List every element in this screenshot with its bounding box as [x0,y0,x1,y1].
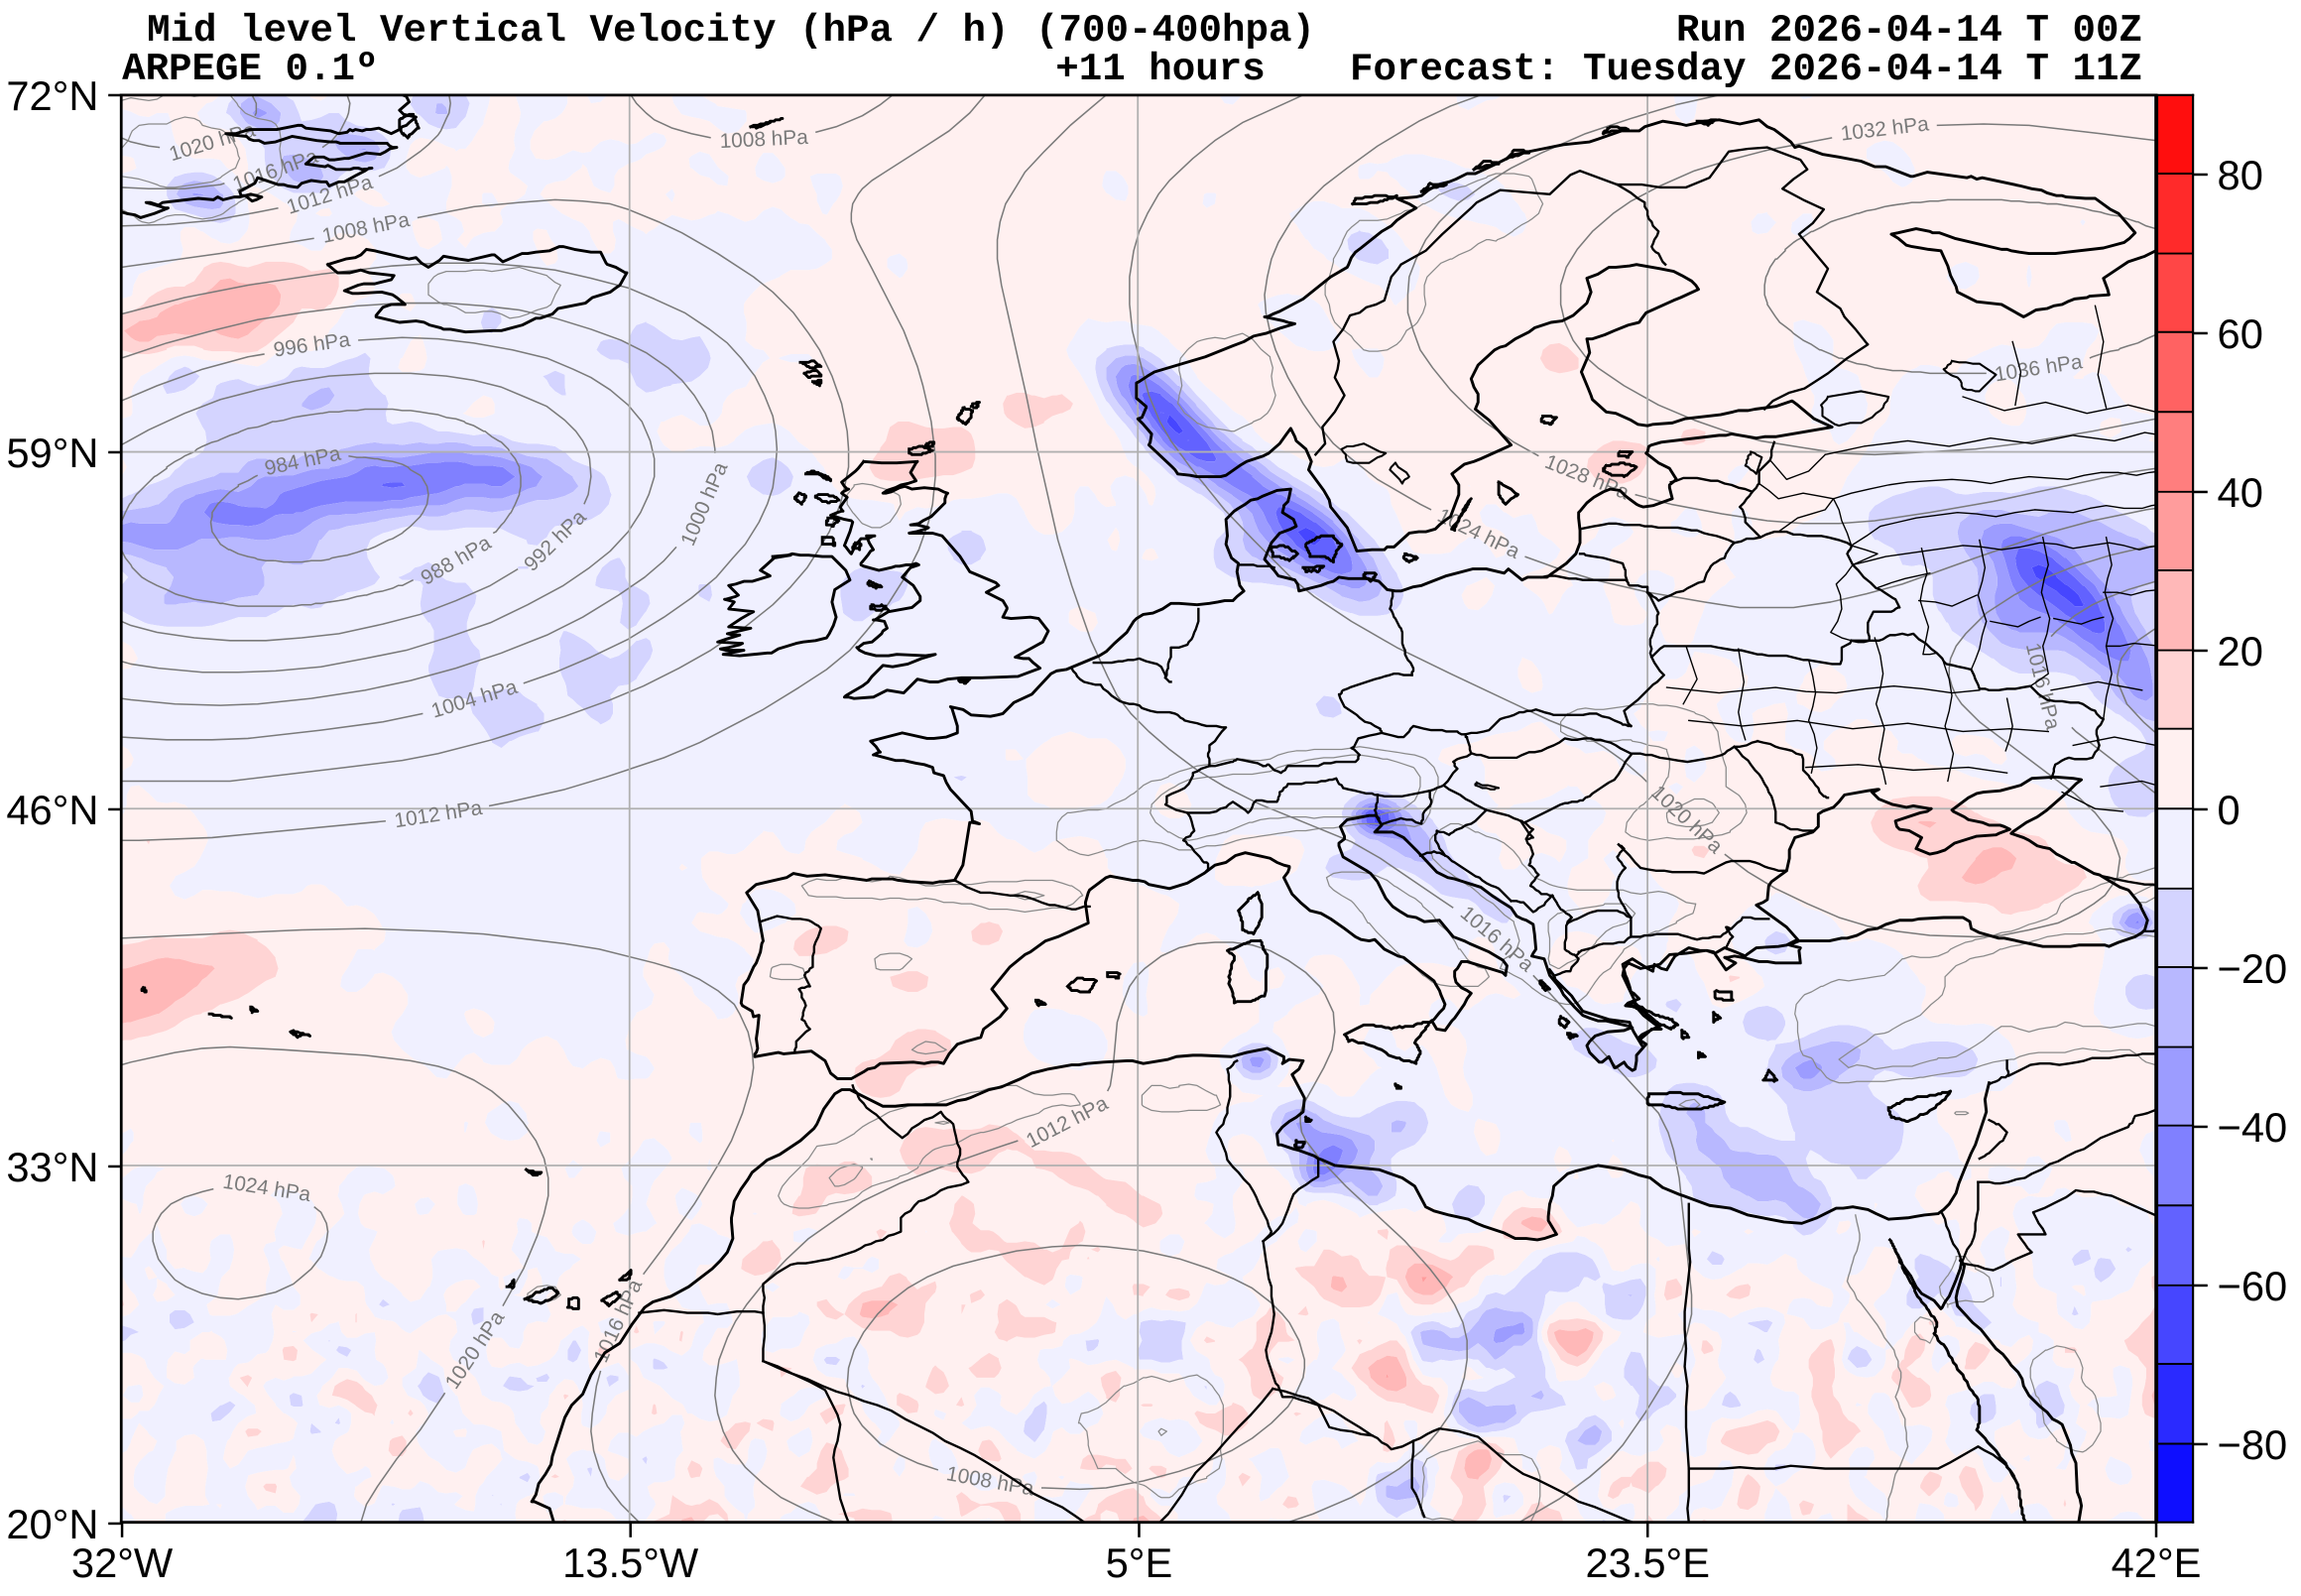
svg-text:(700-400hpa): (700-400hpa) [1035,8,1315,53]
svg-text:−20: −20 [2218,945,2288,992]
svg-text:60: 60 [2218,310,2263,357]
svg-text:33°N: 33°N [6,1144,98,1190]
svg-text:32°W: 32°W [71,1539,174,1586]
svg-text:59°N: 59°N [6,430,98,476]
svg-text:Forecast: Tuesday 2026-04-14 T: Forecast: Tuesday 2026-04-14 T 11Z [1350,47,2142,91]
svg-text:46°N: 46°N [6,787,98,833]
svg-text:+11 hours: +11 hours [1055,47,1265,91]
svg-text:72°N: 72°N [6,72,98,119]
svg-text:−80: −80 [2218,1421,2288,1468]
svg-text:ARPEGE 0.1º: ARPEGE 0.1º [122,47,378,91]
svg-text:Mid level Vertical Velocity (h: Mid level Vertical Velocity (hPa / h) [147,8,1009,53]
svg-text:20°N: 20°N [6,1501,98,1547]
svg-text:80: 80 [2218,152,2263,198]
svg-text:−40: −40 [2218,1104,2288,1151]
svg-text:42°E: 42°E [2112,1539,2202,1586]
svg-text:−60: −60 [2218,1263,2288,1309]
svg-text:5°E: 5°E [1106,1539,1173,1586]
svg-text:13.5°W: 13.5°W [562,1539,699,1586]
svg-text:40: 40 [2218,469,2263,516]
svg-text:Run 2026-04-14 T 00Z: Run 2026-04-14 T 00Z [1676,8,2142,53]
svg-text:20: 20 [2218,628,2263,675]
svg-text:23.5°E: 23.5°E [1585,1539,1710,1586]
svg-text:0: 0 [2218,787,2240,833]
svg-text:1008 hPa: 1008 hPa [719,126,809,153]
